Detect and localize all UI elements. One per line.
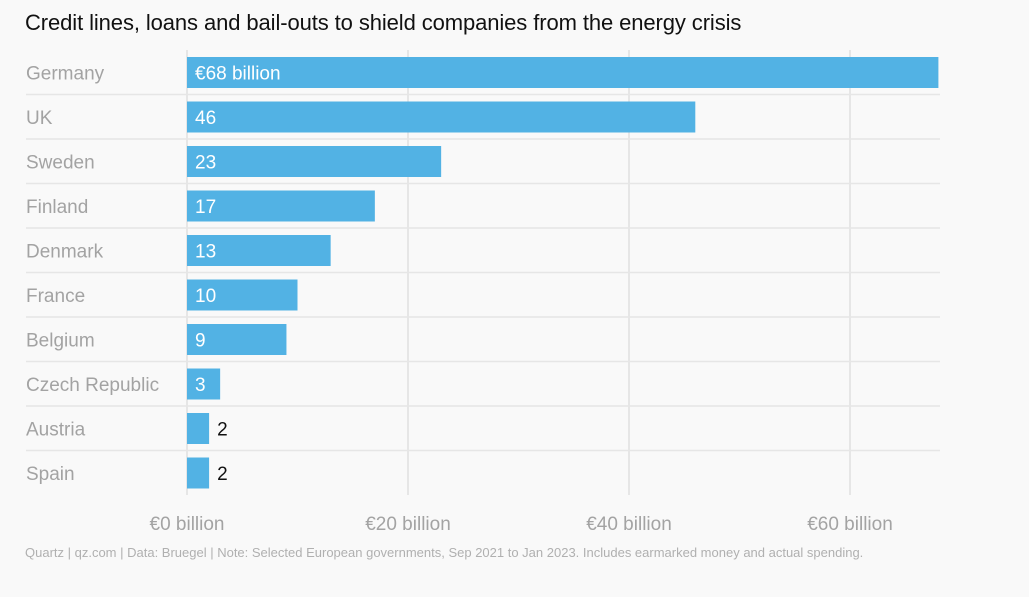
x-tick-label: €20 billion — [365, 514, 451, 535]
category-label: Denmark — [26, 242, 104, 263]
category-label: Germany — [26, 64, 105, 85]
bar-belgium — [187, 324, 287, 355]
chart-title: Credit lines, loans and bail-outs to shi… — [25, 10, 742, 35]
category-label: Austria — [26, 420, 86, 441]
category-labels: Germany UK Sweden Finland Denmark France Belgi… — [26, 64, 159, 486]
row-separators — [26, 93, 940, 452]
value-label: 46 — [195, 108, 216, 129]
x-tick-label: €40 billion — [586, 514, 672, 535]
category-label: France — [26, 286, 85, 307]
value-label: 23 — [195, 153, 216, 174]
value-label: 13 — [195, 242, 216, 263]
value-label: €68 billion — [195, 64, 281, 85]
bar-chart: Germany UK Sweden Finland Denmark France Belgi… — [26, 50, 940, 535]
category-label: Sweden — [26, 153, 95, 174]
value-label: 2 — [217, 464, 228, 485]
category-label: Czech Republic — [26, 375, 159, 396]
bar-denmark — [187, 235, 331, 266]
value-label: 10 — [195, 286, 216, 307]
bar-finland — [187, 190, 375, 222]
category-label: Spain — [26, 464, 75, 485]
bar-germany — [187, 57, 939, 88]
bar-uk — [187, 101, 696, 133]
value-label: 3 — [195, 375, 206, 396]
bar-spain — [187, 457, 210, 489]
bar-france — [187, 279, 298, 311]
value-labels: €68 billion 46 23 17 13 10 9 3 2 2 — [195, 64, 281, 486]
bar-austria — [187, 413, 210, 444]
x-axis-tick-labels: €0 billion €20 billion €40 billion €60 bill… — [150, 514, 893, 535]
bar-czech-republic — [187, 368, 221, 400]
value-label: 17 — [195, 197, 216, 218]
bars — [187, 57, 939, 489]
x-tick-label: €60 billion — [807, 514, 893, 535]
source-note: Quartz | qz.com | Data: Bruegel | Note: … — [25, 545, 864, 560]
x-tick-label: €0 billion — [150, 514, 225, 535]
value-label: 2 — [217, 420, 228, 441]
category-label: Finland — [26, 197, 88, 218]
value-label: 9 — [195, 331, 206, 352]
category-label: UK — [26, 108, 53, 129]
bar-sweden — [187, 146, 442, 177]
category-label: Belgium — [26, 331, 95, 352]
